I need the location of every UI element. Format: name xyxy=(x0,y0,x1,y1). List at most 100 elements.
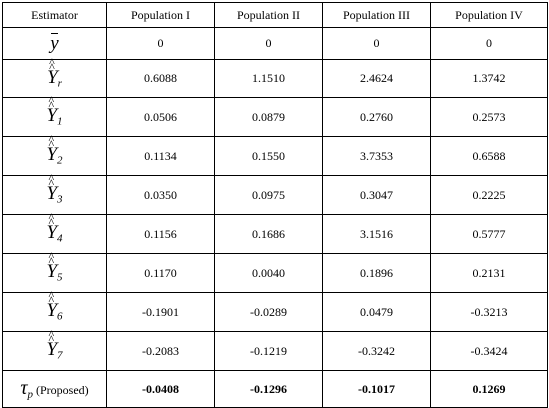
estimator-letter: Y xyxy=(47,66,58,88)
hat-mark-upper: ^ xyxy=(48,210,55,225)
hat-mark-lower: ^ xyxy=(48,137,55,152)
hat-mark-lower: ^ xyxy=(48,176,55,191)
value-cell: 0.0350 xyxy=(106,175,215,215)
value-cell: 0.0040 xyxy=(214,253,323,293)
estimator-cell: Y ^ ^ 2 xyxy=(2,132,107,176)
tau-symbol: τ xyxy=(20,377,28,400)
estimator-cell: Y ^ ^ r xyxy=(2,55,107,98)
table-row: Y ^ ^ 1 0.0506 0.0879 0.2760 0.2573 xyxy=(2,93,548,137)
proposed-value-cell: 0.1269 xyxy=(430,370,548,408)
tau-subscript: p xyxy=(27,388,34,401)
value-cell: 0.1550 xyxy=(214,136,323,176)
estimator-subscript: r xyxy=(57,77,62,90)
header-population-1: Population I xyxy=(106,2,215,28)
value-cell: -0.2083 xyxy=(106,331,215,371)
proposed-value-cell: -0.1296 xyxy=(214,370,323,408)
hat-mark-upper: ^ xyxy=(48,249,55,264)
table-row: Y ^ ^ 7 -0.2083 -0.1219 -0.3242 -0.3424 xyxy=(2,327,548,371)
estimator-symbol: Y ^ ^ xyxy=(46,93,58,127)
estimator-symbol: Y ^ ^ xyxy=(47,55,58,88)
estimator-letter: Y xyxy=(46,339,58,361)
proposed-value-cell: -0.1017 xyxy=(322,370,431,408)
value-cell: 0.6088 xyxy=(106,59,215,98)
value-cell: 0.2131 xyxy=(430,253,548,293)
hat-mark-lower: ^ xyxy=(49,59,55,74)
estimator-subscript: 2 xyxy=(57,154,63,167)
table-row: Y ^ ^ 5 0.1170 0.0040 0.1896 0.2131 xyxy=(2,249,548,293)
value-cell: -0.1219 xyxy=(214,331,323,371)
value-cell: 0.2573 xyxy=(430,97,548,137)
header-row: Estimator Population I Population II Pop… xyxy=(2,2,548,28)
hat-mark-upper: ^ xyxy=(48,171,55,186)
estimator-letter: Y xyxy=(46,105,58,127)
table-row: Y ^ ^ 4 0.1156 0.1686 3.1516 0.5777 xyxy=(2,210,548,254)
estimator-subscript: 1 xyxy=(57,115,63,128)
value-cell: -0.1901 xyxy=(106,292,215,332)
estimator-subscript: 4 xyxy=(57,232,63,245)
hat-mark-upper: ^ xyxy=(48,132,55,147)
estimator-letter: y xyxy=(50,33,59,54)
estimator-subscript: 3 xyxy=(57,193,63,206)
hat-mark-lower: ^ xyxy=(48,293,55,308)
estimator-symbol: Y ^ ^ xyxy=(46,249,58,283)
estimator-cell: Y ^ ^ 5 xyxy=(2,249,107,293)
value-cell: 0.3047 xyxy=(322,175,431,215)
estimator-letter: Y xyxy=(46,300,58,322)
value-cell: 0.1686 xyxy=(214,214,323,254)
hat-mark-upper: ^ xyxy=(48,288,55,303)
table-row: Y ^ ^ 2 0.1134 0.1550 3.7353 0.6588 xyxy=(2,132,548,176)
estimator-symbol: Y ^ ^ xyxy=(46,327,58,361)
hat-mark-upper: ^ xyxy=(48,327,55,342)
hat-mark-upper: ^ xyxy=(48,93,55,108)
estimator-symbol: Y ^ ^ xyxy=(46,288,58,322)
estimator-symbol: Y ^ ^ xyxy=(46,171,58,205)
value-cell: 0 xyxy=(322,27,431,60)
value-cell: 3.1516 xyxy=(322,214,431,254)
hat-mark-upper: ^ xyxy=(49,54,55,69)
value-cell: 0.0479 xyxy=(322,292,431,332)
value-cell: 0.2225 xyxy=(430,175,548,215)
value-cell: 0.6588 xyxy=(430,136,548,176)
estimator-letter: Y xyxy=(46,144,58,166)
proposed-estimator-cell: τp (Proposed) xyxy=(2,370,107,408)
value-cell: 0.1134 xyxy=(106,136,215,176)
estimator-letter: Y xyxy=(46,222,58,244)
value-cell: 3.7353 xyxy=(322,136,431,176)
value-cell: 0.2760 xyxy=(322,97,431,137)
estimator-letter: Y xyxy=(46,261,58,283)
estimator-symbol: Y ^ ^ xyxy=(46,210,58,244)
value-cell: 1.3742 xyxy=(430,59,548,98)
overbar-mark xyxy=(51,33,58,34)
hat-mark-lower: ^ xyxy=(48,254,55,269)
estimator-symbol: Y ^ ^ xyxy=(46,132,58,166)
estimator-subscript: 6 xyxy=(57,310,63,323)
estimator-letter: Y xyxy=(46,183,58,205)
value-cell: 0 xyxy=(430,27,548,60)
proposed-label: (Proposed) xyxy=(36,383,89,398)
header-estimator: Estimator xyxy=(2,2,107,28)
estimator-cell: Y ^ ^ 6 xyxy=(2,288,107,332)
table-row: Y ^ ^ r 0.6088 1.1510 2.4624 1.3742 xyxy=(2,55,548,98)
value-cell: 1.1510 xyxy=(214,59,323,98)
estimator-cell: Y ^ ^ 3 xyxy=(2,171,107,215)
estimator-symbol: y xyxy=(50,33,59,54)
value-cell: -0.0289 xyxy=(214,292,323,332)
estimator-cell: Y ^ ^ 1 xyxy=(2,93,107,137)
value-cell: 2.4624 xyxy=(322,59,431,98)
value-cell: -0.3213 xyxy=(430,292,548,332)
table-row: Y ^ ^ 3 0.0350 0.0975 0.3047 0.2225 xyxy=(2,171,548,215)
table-row: Y ^ ^ 6 -0.1901 -0.0289 0.0479 -0.3213 xyxy=(2,288,548,332)
value-cell: 0 xyxy=(214,27,323,60)
header-population-2: Population II xyxy=(214,2,323,28)
hat-mark-lower: ^ xyxy=(48,332,55,347)
value-cell: -0.3242 xyxy=(322,331,431,371)
value-cell: 0.1156 xyxy=(106,214,215,254)
value-cell: 0.1896 xyxy=(322,253,431,293)
value-cell: -0.3424 xyxy=(430,331,548,371)
proposed-value-cell: -0.0408 xyxy=(106,370,215,408)
hat-mark-lower: ^ xyxy=(48,215,55,230)
estimator-subscript: 7 xyxy=(57,349,63,362)
estimator-cell: Y ^ ^ 7 xyxy=(2,327,107,371)
